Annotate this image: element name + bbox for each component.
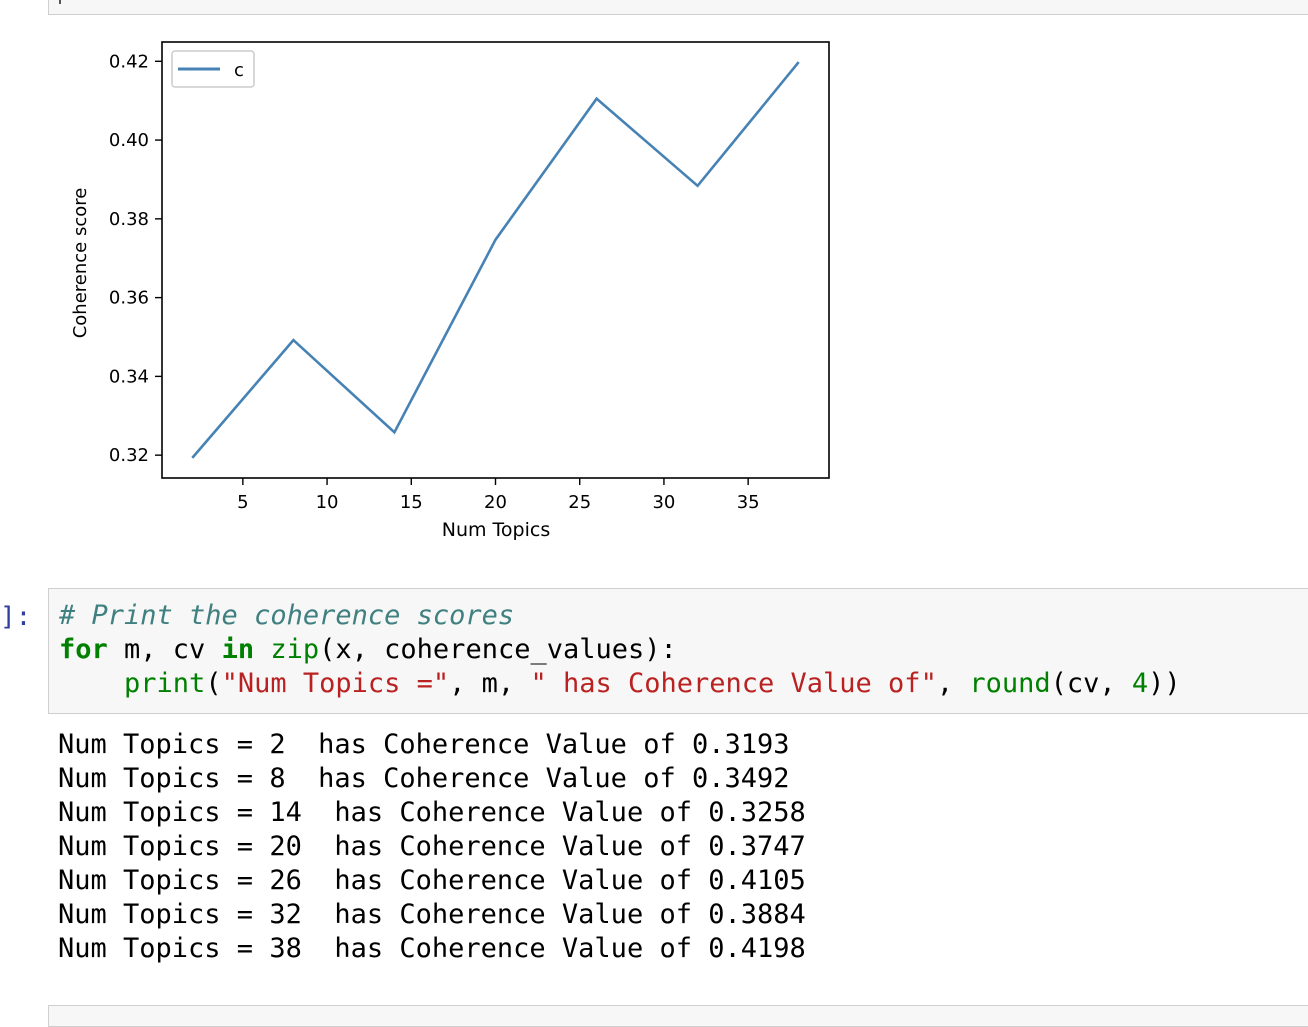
code-line-1: # Print the coherence scores [59, 599, 514, 633]
text-cursor [59, 0, 61, 4]
y-tick-label: 0.42 [109, 51, 149, 72]
x-tick-label: 20 [484, 492, 507, 513]
comma: , [936, 668, 970, 699]
builtin-round: round [969, 668, 1051, 699]
x-tick-label: 15 [400, 492, 423, 513]
output-line: Num Topics = 2 has Coherence Value of 0.… [58, 729, 790, 760]
x-tick-label: 10 [316, 492, 339, 513]
builtin-zip: zip [270, 634, 320, 665]
output-line: Num Topics = 32 has Coherence Value of 0… [58, 899, 806, 930]
code-line-3: print("Num Topics =", m, " has Coherence… [59, 667, 1181, 701]
y-axis-label: Coherence score [70, 188, 91, 339]
x-tick-label: 35 [737, 492, 760, 513]
code-line-2: for m, cv in zip(x, coherence_values): [59, 633, 677, 667]
y-tick-label: 0.38 [109, 209, 149, 230]
code-comment: # Print the coherence scores [59, 600, 515, 631]
coherence-line-chart: 5 10 15 20 25 30 35 0.32 0.34 0.36 0.38 0.40 0.42 Nu… [70, 41, 830, 541]
kw-for: for [59, 634, 108, 665]
output-line: Num Topics = 26 has Coherence Value of 0… [58, 865, 806, 896]
string-literal-2: " has Coherence Value of" [530, 668, 937, 699]
output-line: Num Topics = 38 has Coherence Value of 0… [58, 933, 806, 964]
output-line: Num Topics = 8 has Coherence Value of 0.… [58, 763, 790, 794]
y-tick-label: 0.32 [109, 445, 149, 466]
cell-output: Num Topics = 2 has Coherence Value of 0.… [58, 728, 806, 966]
kw-in: in [221, 634, 255, 665]
x-tick-label: 5 [237, 492, 248, 513]
close-parens: )) [1148, 668, 1181, 699]
print-mid-args: , m, [449, 668, 531, 699]
series-line-c [191, 61, 800, 459]
output-line: Num Topics = 20 has Coherence Value of 0… [58, 831, 806, 862]
x-tick-label: 25 [568, 492, 591, 513]
legend-label-c: c [234, 60, 244, 81]
number-literal: 4 [1131, 668, 1149, 699]
builtin-print: print [124, 668, 206, 699]
x-tick-label: 30 [652, 492, 675, 513]
y-tick-label: 0.40 [109, 130, 149, 151]
y-tick-label: 0.34 [109, 366, 149, 387]
paren-open: ( [205, 668, 222, 699]
for-vars: m, cv [107, 634, 222, 665]
next-code-cell[interactable] [48, 1005, 1308, 1027]
string-literal-1: "Num Topics =" [221, 668, 450, 699]
y-tick-label: 0.36 [109, 288, 149, 309]
zip-args: (x, coherence_values): [319, 634, 677, 665]
chart-legend: c [171, 50, 255, 88]
plot-area-frame [161, 41, 830, 479]
previous-code-cell[interactable] [48, 0, 1308, 15]
output-line: Num Topics = 14 has Coherence Value of 0… [58, 797, 806, 828]
cell-prompt: ]: [0, 602, 32, 632]
round-args: (cv, [1050, 668, 1132, 699]
x-axis-label: Num Topics [442, 519, 551, 541]
indent [59, 668, 124, 699]
code-cell[interactable]: # Print the coherence scores for m, cv i… [48, 588, 1308, 714]
